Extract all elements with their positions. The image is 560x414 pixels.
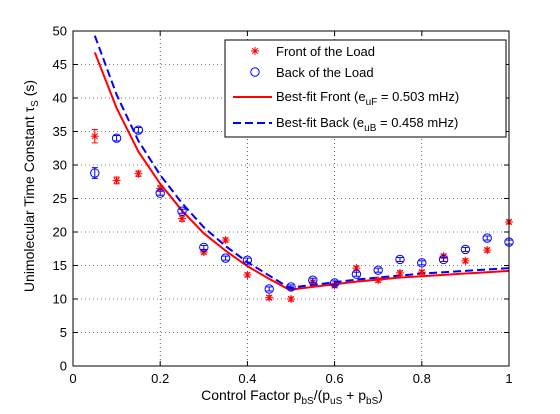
y-tick-label: 45 bbox=[53, 57, 67, 72]
star-stroke bbox=[178, 215, 186, 222]
data-point-front bbox=[178, 214, 186, 223]
data-point-back bbox=[460, 244, 471, 255]
star-stroke bbox=[484, 246, 491, 254]
star-stroke bbox=[462, 257, 469, 264]
star-stroke bbox=[287, 295, 295, 303]
data-point-back bbox=[438, 254, 449, 265]
star-stroke bbox=[91, 133, 98, 140]
data-point-front bbox=[287, 295, 295, 303]
legend-entry-back-of-load: Back of the Load bbox=[250, 65, 374, 80]
data-point-back bbox=[351, 269, 362, 279]
y-axis-label: Unimolecular Time Constant τS (s) bbox=[21, 80, 41, 292]
legend-entry-bestfit-front: Best-fit Front (euF = 0.503 mHz) bbox=[233, 89, 459, 108]
legend-marker-star bbox=[251, 47, 259, 55]
y-tick-label: 20 bbox=[53, 225, 67, 240]
data-point-front bbox=[243, 270, 252, 279]
data-point-front bbox=[374, 276, 383, 285]
data-point-back bbox=[482, 233, 492, 243]
legend-label-bestfit-front: Best-fit Front (euF = 0.503 mHz) bbox=[276, 89, 459, 108]
star-stroke bbox=[222, 236, 229, 244]
data-point-front bbox=[90, 132, 99, 141]
y-tick-label: 5 bbox=[60, 325, 67, 340]
data-point-back bbox=[373, 265, 383, 275]
y-tick-label: 50 bbox=[53, 24, 67, 39]
data-point-back bbox=[242, 255, 253, 265]
data-point-front bbox=[134, 169, 143, 178]
legend-label-back: Back of the Load bbox=[276, 65, 374, 80]
data-point-back bbox=[395, 254, 405, 265]
x-tick-label: 0 bbox=[69, 371, 76, 386]
data-point-back bbox=[286, 282, 296, 292]
star-stroke bbox=[331, 282, 338, 289]
data-point-front bbox=[483, 246, 492, 255]
data-point-front bbox=[417, 268, 426, 277]
data-point-back bbox=[308, 275, 318, 285]
star-stroke bbox=[244, 271, 251, 279]
series-line-bestfit-front bbox=[93, 52, 510, 291]
data-point-back bbox=[329, 278, 340, 288]
y-tick-label: 10 bbox=[53, 292, 67, 307]
grid bbox=[73, 31, 509, 366]
legend-label-front: Front of the Load bbox=[276, 44, 375, 59]
y-tick-label: 30 bbox=[53, 158, 67, 173]
y-tick-label: 0 bbox=[60, 359, 67, 374]
data-point-back bbox=[111, 133, 122, 143]
y-tick-label: 25 bbox=[53, 191, 67, 206]
star-stroke bbox=[113, 177, 120, 184]
data-point-back bbox=[264, 284, 274, 294]
data-point-back bbox=[220, 253, 231, 263]
data-point-back bbox=[199, 242, 209, 253]
star-stroke bbox=[251, 47, 259, 55]
x-tick-label: 0.8 bbox=[413, 371, 431, 386]
data-point-front bbox=[461, 256, 470, 265]
legend-star-glyph bbox=[251, 47, 259, 55]
data-point-back bbox=[417, 258, 427, 268]
data-point-back bbox=[90, 168, 100, 178]
star-stroke bbox=[440, 252, 447, 260]
x-tick-label: 1 bbox=[505, 371, 512, 386]
y-tick-label: 35 bbox=[53, 124, 67, 139]
star-stroke bbox=[135, 170, 142, 177]
data-point-front bbox=[112, 176, 121, 185]
legend-label-bestfit-back: Best-fit Back (euB = 0.458 mHz) bbox=[276, 115, 458, 134]
legend-box bbox=[224, 39, 507, 138]
y-tick-label: 40 bbox=[53, 91, 67, 106]
star-stroke bbox=[418, 269, 425, 276]
data-point-front bbox=[396, 268, 404, 277]
legend-entry-front-of-load: Front of the Load bbox=[251, 44, 375, 59]
legend-marker-circle bbox=[250, 67, 260, 77]
star-stroke bbox=[396, 269, 404, 277]
x-tick-label: 0.2 bbox=[151, 371, 169, 386]
data-point-back bbox=[177, 206, 187, 216]
legend-entry-bestfit-back: Best-fit Back (euB = 0.458 mHz) bbox=[233, 115, 458, 134]
data-point-front bbox=[221, 236, 230, 245]
x-axis-label: Control Factor pbS/(puS + pbS) bbox=[201, 387, 383, 407]
axes-frame bbox=[72, 30, 510, 367]
x-tick-label: 0.6 bbox=[326, 371, 344, 386]
legend: Front of the Load Back of the Load Best-… bbox=[224, 39, 507, 138]
x-tick-label: 0.4 bbox=[238, 371, 256, 386]
star-stroke bbox=[266, 294, 273, 301]
y-tick-label: 15 bbox=[53, 258, 67, 273]
data-point-back bbox=[155, 188, 165, 198]
star-stroke bbox=[375, 277, 382, 284]
data-point-front bbox=[265, 293, 274, 302]
data-point-back bbox=[133, 125, 144, 135]
